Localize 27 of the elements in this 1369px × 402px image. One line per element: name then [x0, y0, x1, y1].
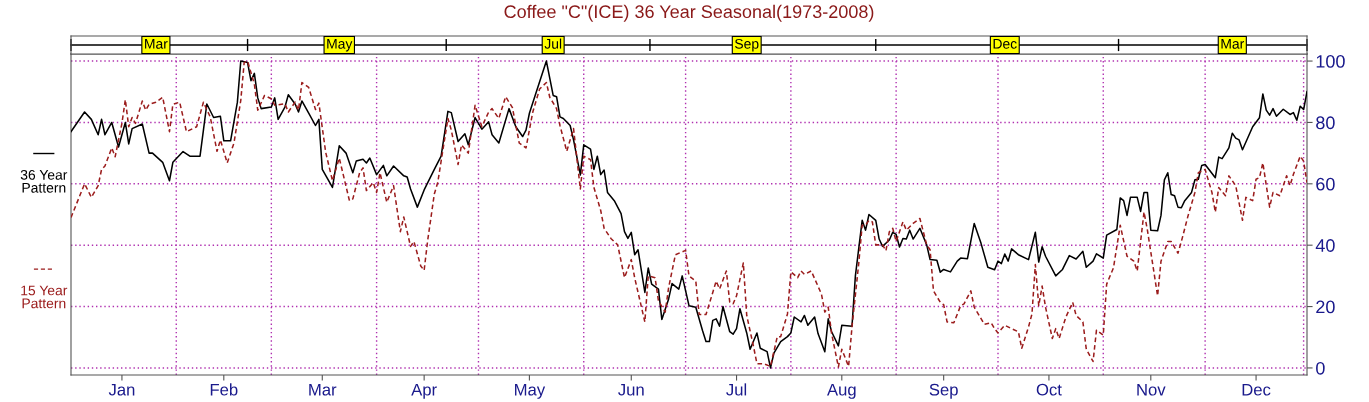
y-tick-label: 80 [1316, 116, 1335, 130]
y-tick-label: 0 [1316, 361, 1325, 375]
x-tick-label: May [515, 383, 546, 399]
annotation: Sep [735, 38, 759, 52]
x-tick-label: Apr [411, 383, 437, 399]
annotation: Jul [544, 38, 562, 49]
y-tick-label: 100 [1316, 54, 1345, 68]
annotation: Mar [1221, 39, 1245, 49]
legend-label: 15 Year Pattern [21, 285, 68, 309]
annotation: Mar [145, 39, 168, 49]
x-tick-label: Sep [929, 383, 958, 399]
y-tick-label: 60 [1316, 177, 1335, 191]
annotation: Dec [993, 39, 1017, 49]
x-tick-label: Mar [309, 383, 337, 396]
y-tick-label: 20 [1316, 300, 1335, 314]
y-tick-label: 40 [1315, 239, 1335, 252]
x-tick-label: Jul [726, 383, 747, 396]
x-tick-label: Jan [108, 383, 135, 396]
x-tick-label: Aug [827, 383, 856, 399]
x-tick-label: Jun [618, 383, 644, 396]
x-tick-label: Dec [1242, 383, 1271, 396]
x-tick-label: Oct [1036, 383, 1062, 396]
chart-title: Coffee "C"(ICE) 36 Year Seasonal(1973-2008) [504, 4, 874, 22]
x-tick-label: Feb [210, 383, 238, 396]
annotation: May [327, 39, 353, 52]
x-tick-label: Nov [1137, 383, 1166, 396]
legend-label: 36 Year Pattern [20, 169, 68, 193]
